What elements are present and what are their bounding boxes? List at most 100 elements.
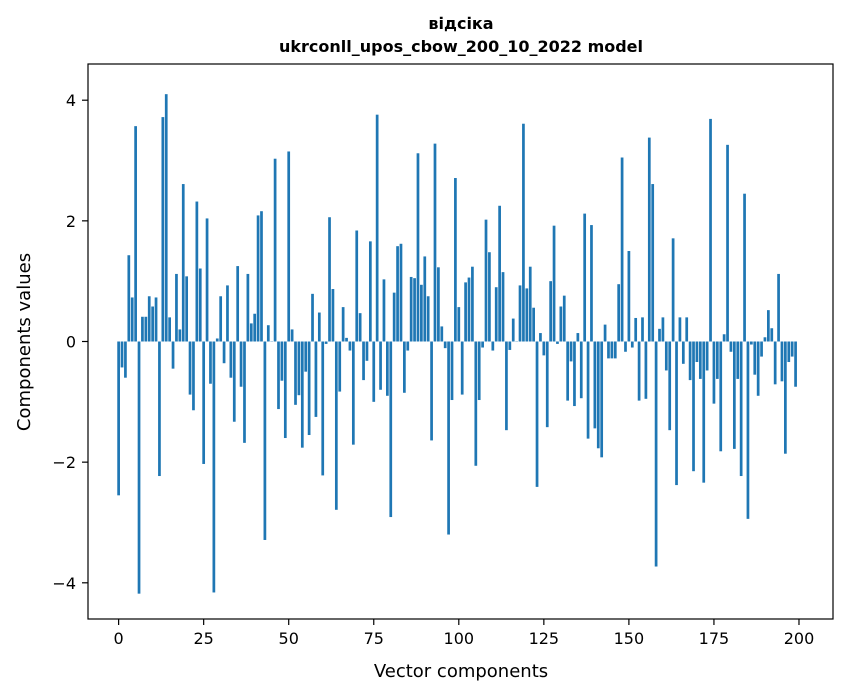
bar [573,341,576,407]
bar [454,178,457,342]
bar [539,333,542,342]
bar [372,341,376,402]
bar [212,341,216,593]
x-tick-label: 100 [444,629,475,648]
bar [715,341,719,379]
bar [498,205,501,342]
bar [593,341,597,429]
bar [562,295,566,342]
bar [205,218,209,342]
bar [651,184,655,342]
bar [596,341,600,449]
bar [406,341,410,351]
bar [226,285,229,342]
bar [181,184,185,342]
bar [474,341,478,466]
bar [215,338,219,342]
bar [726,144,729,342]
bar [392,292,396,342]
bar [253,313,257,342]
bar [280,341,284,381]
bar [484,219,488,342]
bar [185,276,189,342]
bar [770,328,774,342]
bar [600,341,604,458]
bar [426,296,430,342]
bar [314,341,318,417]
bar [420,284,423,342]
bars-group [117,94,797,594]
bar [756,341,760,396]
bar [141,316,144,342]
bar [144,316,148,342]
bar [712,341,716,404]
x-axis-ticks: 0 25 50 75 100 125 150 175 200 [114,619,814,648]
bar [658,328,661,342]
bar [743,193,746,342]
bar [355,230,359,342]
bar [488,252,491,342]
x-tick-label: 50 [279,629,299,648]
bar [120,341,124,368]
bar [232,341,236,422]
bar [300,341,304,448]
bar [386,341,389,396]
bar [542,341,546,356]
bar [491,341,495,351]
bar [416,153,420,342]
y-tick-label: 0 [66,333,76,352]
bar [321,341,325,476]
bar [607,341,610,359]
bar [613,341,617,359]
bar [382,279,386,342]
bar [624,341,627,352]
bar [464,282,467,342]
bar [202,341,206,464]
bar [664,341,668,371]
bar [481,341,484,348]
bar [256,215,260,342]
bar [188,341,192,395]
y-tick-label: −2 [52,453,76,472]
bar [678,317,682,342]
bar [559,306,563,342]
bar [719,341,723,452]
bar [729,341,733,352]
x-tick-label: 25 [193,629,213,648]
x-tick-label: 175 [699,629,730,648]
bar [239,341,243,387]
x-tick-label: 75 [364,629,384,648]
bar [556,341,559,344]
x-tick-label: 150 [614,629,645,648]
bar [409,276,413,342]
bar [637,341,641,401]
bar [117,341,120,496]
bar [331,289,335,342]
bar [294,341,297,405]
bar [345,337,348,342]
y-axis-ticks: −4 −2 0 2 4 [52,91,88,593]
bar [610,341,614,359]
bar [467,277,471,342]
bar [137,341,141,594]
bar [348,341,352,351]
bar [198,268,202,342]
bar [630,341,634,348]
bar [164,94,168,342]
bar [161,117,165,342]
bar [750,341,753,345]
bar [535,341,539,487]
bar [522,123,525,342]
bar [739,341,743,477]
bar [440,326,444,342]
bar [773,341,777,385]
x-axis-label: Vector components [374,661,548,682]
bar [784,341,787,454]
chart-subtitle: ukrconll_upos_cbow_200_10_2022 model [279,37,643,56]
bar [430,341,433,441]
bar [195,201,199,342]
bar [634,317,638,342]
bar [229,341,233,378]
bar [705,341,709,371]
